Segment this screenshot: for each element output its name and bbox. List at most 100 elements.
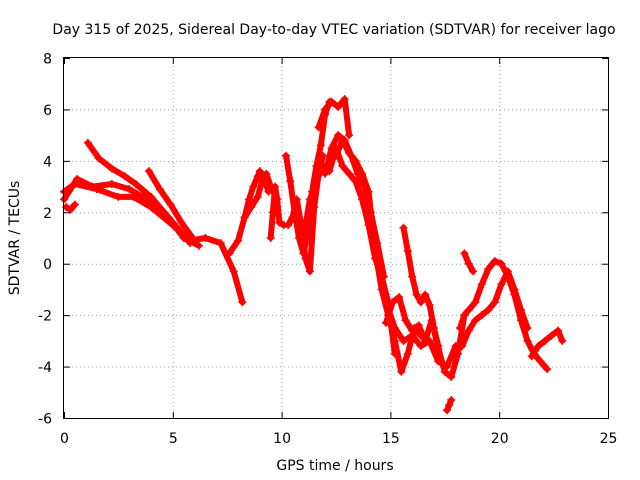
data-point-marker — [147, 192, 155, 201]
data-point-marker — [445, 401, 454, 410]
data-point-marker — [275, 218, 284, 227]
data-point-marker — [399, 336, 408, 345]
x-tick-label: 20 — [491, 431, 509, 447]
data-point-marker — [327, 144, 336, 152]
data-point-marker — [543, 365, 552, 374]
data-point-marker — [443, 406, 451, 415]
data-point-marker — [190, 236, 199, 245]
data-point-marker — [73, 174, 82, 183]
data-point-marker — [382, 318, 390, 327]
data-point-marker — [497, 259, 506, 268]
data-point-marker — [234, 236, 243, 245]
data-point-marker — [434, 357, 443, 366]
data-point-marker — [401, 316, 410, 325]
data-point-marker — [266, 234, 275, 242]
y-tick-label: -2 — [38, 309, 52, 325]
data-point-marker — [229, 267, 238, 276]
data-point-marker — [460, 311, 469, 320]
data-point-marker — [377, 285, 386, 294]
data-point-marker — [107, 164, 116, 173]
data-point-marker — [345, 149, 354, 158]
data-point-marker — [216, 239, 225, 248]
y-tick-label: 8 — [43, 52, 52, 68]
data-point-marker — [292, 195, 301, 204]
data-point-marker — [510, 285, 519, 294]
data-point-marker — [390, 336, 399, 345]
data-point-marker — [382, 298, 390, 307]
x-tick-label: 0 — [60, 431, 69, 447]
data-point-marker — [282, 151, 290, 160]
data-point-marker — [547, 331, 556, 340]
data-point-marker — [395, 293, 404, 302]
data-point-marker — [554, 326, 562, 335]
x-tick-label: 15 — [382, 431, 400, 447]
data-point-marker — [429, 324, 438, 332]
data-point-marker — [114, 192, 123, 201]
data-point-marker — [497, 280, 506, 289]
data-point-marker — [414, 321, 423, 330]
data-point-marker — [312, 177, 321, 186]
data-point-marker — [464, 326, 473, 335]
data-point-marker — [253, 192, 262, 201]
data-point-marker — [327, 97, 336, 106]
data-point-marker — [469, 267, 478, 276]
data-point-marker — [314, 123, 323, 132]
data-point-marker — [425, 336, 434, 345]
data-point-marker — [490, 298, 499, 307]
data-point-marker — [464, 259, 473, 268]
data-point-marker — [173, 223, 182, 232]
data-point-marker — [253, 172, 262, 181]
data-point-marker — [88, 182, 97, 191]
series-track-n-line — [333, 137, 424, 375]
data-point-marker — [260, 174, 269, 183]
data-point-marker — [120, 172, 129, 181]
data-point-marker — [364, 187, 373, 196]
data-point-marker — [271, 182, 280, 191]
data-point-marker — [458, 342, 467, 350]
data-point-marker — [460, 249, 469, 258]
data-point-marker — [371, 246, 380, 255]
data-point-marker — [408, 272, 417, 281]
y-tick-label: 4 — [43, 154, 52, 170]
data-point-marker — [321, 169, 330, 178]
series-track-l-line — [315, 96, 353, 139]
data-point-marker — [334, 102, 343, 111]
data-point-marker — [286, 177, 295, 186]
data-point-marker — [321, 105, 330, 114]
data-point-marker — [338, 136, 347, 145]
data-point-marker — [288, 213, 297, 222]
x-tick-label: 25 — [600, 431, 618, 447]
data-point-marker — [70, 200, 79, 209]
data-point-marker — [131, 180, 140, 188]
x-tick-label: 5 — [169, 431, 178, 447]
data-point-marker — [403, 349, 412, 358]
data-point-marker — [155, 185, 164, 194]
data-point-marker — [397, 367, 406, 376]
data-point-marker — [144, 167, 153, 176]
data-point-marker — [299, 234, 308, 242]
data-point-marker — [517, 306, 525, 314]
y-tick-label: 6 — [43, 103, 52, 119]
data-point-marker — [125, 185, 134, 194]
x-tick-label: 10 — [273, 431, 291, 447]
data-point-marker — [345, 131, 354, 140]
data-point-marker — [340, 95, 349, 104]
grid — [64, 58, 608, 418]
data-point-marker — [160, 208, 169, 217]
data-point-marker — [255, 167, 264, 176]
data-point-marker — [273, 195, 282, 204]
data-point-marker — [66, 205, 75, 214]
data-point-marker — [536, 357, 545, 366]
data-point-marker — [412, 290, 421, 299]
data-point-marker — [425, 300, 434, 309]
plot-area — [60, 95, 567, 415]
data-point-marker — [447, 396, 456, 404]
data-point-marker — [403, 246, 412, 255]
y-tick-label: 0 — [43, 257, 52, 273]
data-point-marker — [201, 234, 210, 242]
data-point-marker — [334, 131, 343, 140]
data-point-marker — [490, 257, 499, 266]
axis-ticks: 0 5 10 15 20 25 -6 -4 -2 0 2 4 6 8 — [38, 52, 617, 448]
data-point-marker — [316, 141, 325, 150]
data-point-marker — [166, 200, 175, 209]
